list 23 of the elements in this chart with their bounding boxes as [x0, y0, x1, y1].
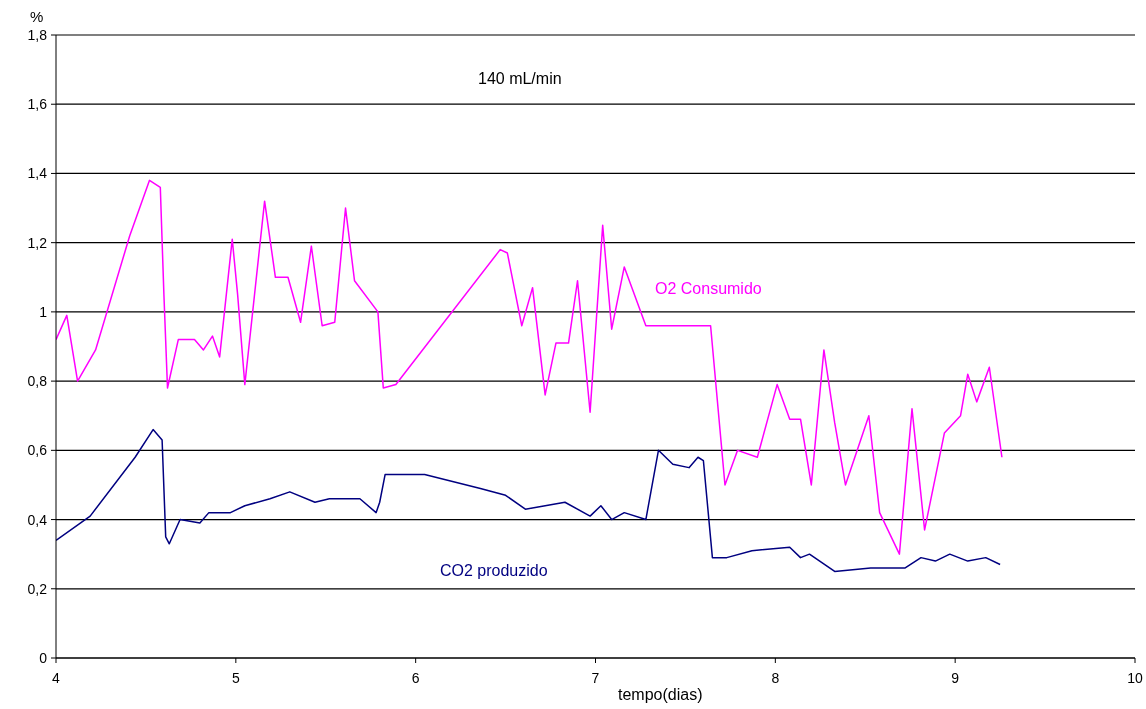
x-tick-label: 4 — [52, 669, 61, 686]
y-tick-label: 0,2 — [27, 580, 48, 597]
y-tick-label: 1,4 — [27, 165, 48, 182]
y-axis-title: % — [30, 8, 44, 25]
x-tick-label: 9 — [951, 669, 960, 686]
text: CO2 produzido — [440, 562, 548, 580]
y-tick-label: 0,6 — [27, 442, 48, 459]
x-tick-label: 8 — [771, 669, 780, 686]
y-tick-label: 0 — [39, 649, 48, 666]
x-tick-label: 7 — [591, 669, 600, 686]
y-tick-label: 1 — [39, 303, 48, 320]
y-tick-label: 1,2 — [27, 234, 48, 251]
y-tick-label: 0,4 — [27, 511, 48, 528]
annotation: 140 mL/min — [478, 70, 562, 88]
x-tick-label: 10 — [1127, 669, 1143, 686]
x-tick-label: 5 — [231, 669, 240, 686]
y-tick-label: 0,8 — [27, 373, 48, 390]
x-axis-title: tempo(dias) — [618, 686, 703, 704]
y-tick-label: 1,6 — [27, 96, 48, 113]
y-tick-label: 1,8 — [27, 26, 48, 43]
series-label: O2 Consumido — [655, 280, 762, 298]
x-tick-label: 6 — [411, 669, 420, 686]
line-series — [56, 179, 1003, 555]
